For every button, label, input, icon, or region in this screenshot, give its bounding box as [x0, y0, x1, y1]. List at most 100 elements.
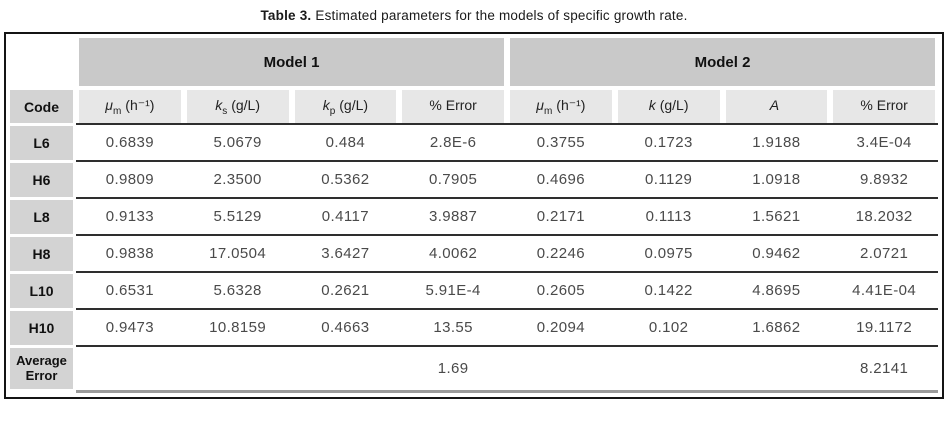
- group-header-model-1: Model 1: [76, 38, 507, 86]
- caption-text: Estimated parameters for the models of s…: [315, 8, 688, 23]
- value-cell: 4.0062: [399, 234, 507, 271]
- column-header-error-1: % Error: [399, 86, 507, 123]
- variable-symbol: k: [215, 96, 223, 113]
- unit-label: (g/L): [659, 96, 689, 113]
- variable-symbol: A: [769, 96, 780, 113]
- table-row-L10: L10 0.6531 5.6328 0.2621 5.91E-4 0.2605 …: [10, 271, 938, 308]
- value-cell: 0.1113: [614, 197, 723, 234]
- value-cell: 1.6862: [722, 308, 831, 345]
- value-cell: 0.5362: [291, 160, 400, 197]
- value-cell: 0.6531: [76, 271, 184, 308]
- value-cell: 0.102: [614, 308, 723, 345]
- table-caption: Table 3. Estimated parameters for the mod…: [4, 8, 944, 23]
- table-row-H8: H8 0.9838 17.0504 3.6427 4.0062 0.2246 0…: [10, 234, 938, 271]
- value-cell: 0.9473: [76, 308, 184, 345]
- value-cell: 4.8695: [722, 271, 831, 308]
- value-cell: 10.8159: [183, 308, 292, 345]
- value-cell: 2.8E-6: [399, 123, 507, 160]
- unit-label: (h⁻¹): [125, 96, 155, 113]
- value-cell: 1.0918: [722, 160, 831, 197]
- column-header-k: k (g/L): [614, 86, 723, 123]
- column-header-kp: kp (g/L): [291, 86, 400, 123]
- value-cell: 3.9887: [399, 197, 507, 234]
- average-error-model-1: 1.69: [399, 345, 507, 393]
- value-cell: 0.9838: [76, 234, 184, 271]
- value-cell: 0.4663: [291, 308, 400, 345]
- variable-subscript: m: [543, 105, 553, 117]
- code-cell: L6: [10, 123, 76, 160]
- parameters-table: Model 1 Model 2 Code μm (h⁻¹) ks (g/L) kp(…: [10, 38, 938, 393]
- code-cell: L8: [10, 197, 76, 234]
- value-cell: 0.2605: [507, 271, 615, 308]
- variable-subscript: s: [222, 105, 228, 117]
- value-cell: [183, 345, 292, 393]
- value-cell: 13.55: [399, 308, 507, 345]
- unit-label: (h⁻¹): [556, 96, 586, 113]
- code-cell: H10: [10, 308, 76, 345]
- value-cell: 0.3755: [507, 123, 615, 160]
- value-cell: 0.2094: [507, 308, 615, 345]
- value-cell: 5.0679: [183, 123, 292, 160]
- column-header-row: Code μm (h⁻¹) ks (g/L) kp (g/L) % Error μm(…: [10, 86, 938, 123]
- unit-label: % Error: [860, 96, 908, 113]
- unit-label: (g/L): [231, 96, 261, 113]
- code-column-header: Code: [10, 86, 76, 123]
- value-cell: 18.2032: [830, 197, 938, 234]
- value-cell: 5.5129: [183, 197, 292, 234]
- value-cell: 0.2621: [291, 271, 400, 308]
- value-cell: 0.2171: [507, 197, 615, 234]
- value-cell: 0.4117: [291, 197, 400, 234]
- code-cell: H6: [10, 160, 76, 197]
- value-cell: 0.4696: [507, 160, 615, 197]
- column-header-ks: ks (g/L): [183, 86, 292, 123]
- value-cell: 9.8932: [830, 160, 938, 197]
- table-row-H10: H10 0.9473 10.8159 0.4663 13.55 0.2094 0…: [10, 308, 938, 345]
- table-row-average-error: Average Error 1.69 8.2141: [10, 345, 938, 393]
- average-error-label: Average Error: [10, 345, 76, 393]
- code-cell: H8: [10, 234, 76, 271]
- group-header-model-2: Model 2: [507, 38, 938, 86]
- value-cell: 2.0721: [830, 234, 938, 271]
- unit-label: % Error: [429, 96, 477, 113]
- value-cell: 0.1129: [614, 160, 723, 197]
- value-cell: 1.9188: [722, 123, 831, 160]
- variable-symbol: k: [648, 96, 656, 113]
- value-cell: [291, 345, 400, 393]
- value-cell: [76, 345, 184, 393]
- value-cell: 0.2246: [507, 234, 615, 271]
- column-header-A: A: [722, 86, 831, 123]
- value-cell: 0.6839: [76, 123, 184, 160]
- corner-cell: [10, 38, 76, 86]
- value-cell: 19.1172: [830, 308, 938, 345]
- table-row-L6: L6 0.6839 5.0679 0.484 2.8E-6 0.3755 0.1…: [10, 123, 938, 160]
- value-cell: 0.1723: [614, 123, 723, 160]
- column-header-error-2: % Error: [830, 86, 938, 123]
- value-cell: 17.0504: [183, 234, 292, 271]
- value-cell: 3.4E-04: [830, 123, 938, 160]
- table-frame: Model 1 Model 2 Code μm (h⁻¹) ks (g/L) kp(…: [4, 32, 944, 399]
- value-cell: 0.9462: [722, 234, 831, 271]
- value-cell: 2.3500: [183, 160, 292, 197]
- column-header-mu-m-2: μm (h⁻¹): [507, 86, 615, 123]
- variable-symbol: μ: [536, 96, 544, 113]
- table-row-L8: L8 0.9133 5.5129 0.4117 3.9887 0.2171 0.…: [10, 197, 938, 234]
- variable-subscript: m: [112, 105, 122, 117]
- value-cell: 4.41E-04: [830, 271, 938, 308]
- value-cell: 5.91E-4: [399, 271, 507, 308]
- value-cell: 0.1422: [614, 271, 723, 308]
- value-cell: 3.6427: [291, 234, 400, 271]
- value-cell: 0.0975: [614, 234, 723, 271]
- value-cell: 5.6328: [183, 271, 292, 308]
- column-header-mu-m-1: μm (h⁻¹): [76, 86, 184, 123]
- value-cell: [722, 345, 831, 393]
- value-cell: 0.9809: [76, 160, 184, 197]
- value-cell: 0.9133: [76, 197, 184, 234]
- variable-symbol: k: [322, 96, 330, 113]
- group-header-row: Model 1 Model 2: [10, 38, 938, 86]
- unit-label: (g/L): [339, 96, 369, 113]
- value-cell: [614, 345, 723, 393]
- average-error-model-2: 8.2141: [830, 345, 938, 393]
- value-cell: 0.7905: [399, 160, 507, 197]
- value-cell: 0.484: [291, 123, 400, 160]
